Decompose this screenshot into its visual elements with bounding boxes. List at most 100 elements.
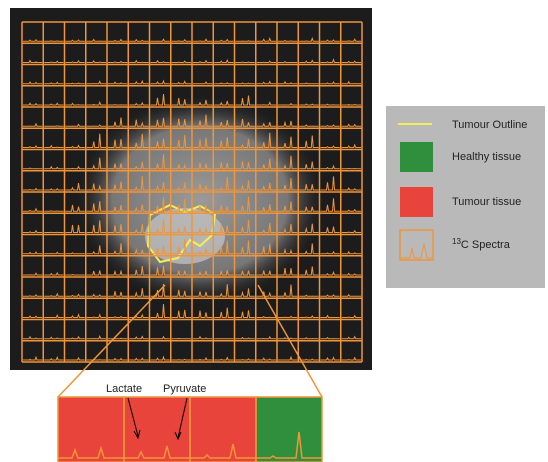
spectrum <box>171 97 191 106</box>
spectrum <box>256 222 276 233</box>
spectrum <box>150 138 170 148</box>
spectrum <box>235 118 255 127</box>
spectrum <box>341 143 361 148</box>
spectrum <box>86 157 106 170</box>
spectrum <box>214 82 234 85</box>
spectrum <box>235 270 255 276</box>
legend-label: Tumour tissue <box>452 196 521 208</box>
spectrum <box>341 250 361 255</box>
spectrum <box>256 101 276 106</box>
spectrum <box>214 119 234 127</box>
spectrum <box>278 80 298 85</box>
legend-swatch <box>400 187 433 217</box>
spectrum <box>214 38 234 42</box>
spectrum <box>256 357 276 361</box>
spectrum <box>193 114 213 127</box>
spectrum <box>150 355 170 361</box>
legend-label: Tumour Outline <box>452 119 527 131</box>
spectrum <box>65 182 85 191</box>
spectrum <box>278 315 298 318</box>
tumour-cells <box>58 397 256 462</box>
spectrum <box>278 268 298 276</box>
legend-label: 13C Spectra <box>452 237 511 251</box>
spectrum <box>108 224 128 233</box>
spectrum <box>86 270 106 276</box>
spectrum <box>150 197 170 212</box>
spectrum <box>44 102 64 106</box>
spectrum <box>341 60 361 63</box>
spectrum <box>193 204 213 212</box>
spectrum <box>171 38 191 42</box>
spectrum <box>108 315 128 318</box>
spectrum <box>150 94 170 106</box>
spectrum <box>320 356 340 361</box>
spectrum <box>44 251 64 255</box>
spectrum <box>278 247 298 255</box>
spectrum <box>44 144 64 148</box>
spectrum <box>193 291 213 297</box>
healthy-cell <box>256 397 322 462</box>
spectrum <box>193 38 213 42</box>
spectrum <box>150 59 170 63</box>
spectrum <box>193 227 213 233</box>
spectrum <box>341 335 361 340</box>
inset-spectrum <box>256 431 322 459</box>
spectrum <box>150 265 170 276</box>
spectrum <box>65 252 85 255</box>
arrow <box>177 397 188 439</box>
spectrum <box>320 58 340 63</box>
spectrum <box>256 335 276 340</box>
spectrum <box>256 204 276 212</box>
spectrum <box>320 294 340 297</box>
spectrum <box>150 245 170 255</box>
spectrum <box>65 313 85 318</box>
spectrum <box>299 103 319 106</box>
spectrum <box>129 288 149 297</box>
spectrum <box>320 39 340 42</box>
spectrum <box>341 356 361 361</box>
spectrum <box>299 223 319 233</box>
spectrum <box>150 117 170 127</box>
spectrum <box>214 284 234 297</box>
spectrum <box>256 122 276 127</box>
spectrum <box>256 291 276 297</box>
spectrum <box>44 336 64 340</box>
spectrum <box>150 304 170 318</box>
spectrum <box>278 284 298 297</box>
spectrum <box>86 334 106 340</box>
spectrum <box>278 102 298 106</box>
spectrum <box>108 117 128 127</box>
spectrum <box>129 38 149 42</box>
spectrum <box>299 135 319 148</box>
spectrum <box>214 58 234 63</box>
spectrum <box>65 123 85 127</box>
inset-cell <box>255 396 323 462</box>
spectrum <box>320 124 340 127</box>
spectrum <box>23 187 43 191</box>
spectrum <box>86 100 106 106</box>
spectrum <box>129 335 149 340</box>
spectrum <box>65 82 85 85</box>
spectrum <box>256 243 276 255</box>
spectrum <box>214 307 234 318</box>
spectrum <box>235 358 255 361</box>
spectrum <box>299 206 319 212</box>
spectrum <box>65 144 85 148</box>
spectrum <box>86 293 106 297</box>
spectrum <box>86 201 106 212</box>
spectrum <box>108 138 128 148</box>
annotation: Lactate <box>106 383 142 395</box>
arrow <box>127 397 139 437</box>
spectrum <box>320 314 340 318</box>
spectrum <box>129 79 149 85</box>
spectrum <box>150 38 170 42</box>
spectrum <box>171 163 191 170</box>
spectrum <box>23 102 43 106</box>
spectrum <box>320 226 340 233</box>
spectrum <box>129 313 149 318</box>
spectrum <box>171 118 191 127</box>
spectrum <box>65 335 85 340</box>
spectrum <box>86 183 106 191</box>
spectrum <box>278 355 298 361</box>
spectrum <box>86 38 106 42</box>
